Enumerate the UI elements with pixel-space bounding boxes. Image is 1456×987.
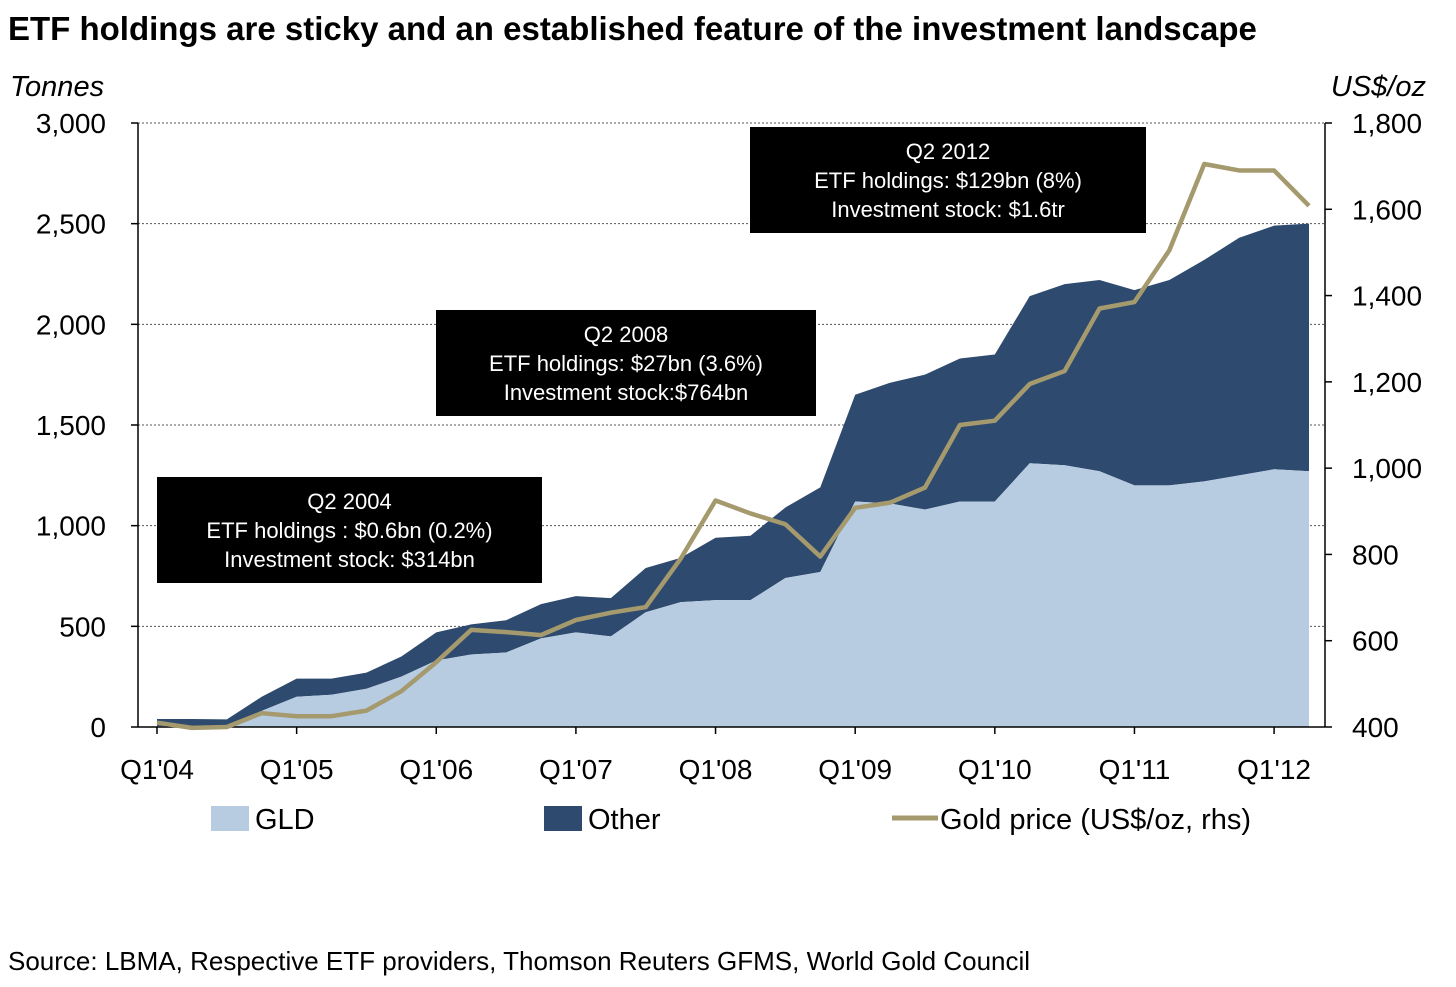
x-tick-label: Q1'07 [539, 754, 613, 785]
x-tick-label: Q1'06 [399, 754, 473, 785]
area-series [157, 223, 1309, 727]
legend: GLD Other Gold price (US$/oz, rhs) [211, 804, 1251, 836]
annotation-text: Investment stock: $1.6tr [831, 197, 1065, 222]
annotations: Q2 2004 ETF holdings : $0.6bn (0.2%) Inves… [157, 127, 1146, 583]
right-tick-label: 1,200 [1352, 367, 1422, 398]
left-axis-unit: Tonnes [10, 71, 104, 103]
area-gld [157, 463, 1309, 727]
right-tick-label: 1,000 [1352, 453, 1422, 484]
x-tick-label: Q1'04 [120, 754, 194, 785]
right-tick-label: 600 [1352, 626, 1399, 657]
left-tick-label: 0 [90, 712, 106, 743]
annotation-text: Investment stock: $314bn [224, 547, 475, 572]
legend-swatch-other [544, 806, 582, 831]
annotation-text: Q2 2008 [584, 322, 668, 347]
annotation-text: ETF holdings : $0.6bn (0.2%) [206, 518, 492, 543]
left-tick-label: 500 [59, 611, 106, 642]
legend-label-gold-price: Gold price (US$/oz, rhs) [940, 804, 1251, 836]
annotation-text: Q2 2012 [906, 139, 990, 164]
legend-label-other: Other [588, 804, 661, 836]
annotation-text: Investment stock:$764bn [504, 380, 749, 405]
left-tick-label: 1,500 [36, 410, 106, 441]
tick-labels: 0 500 1,000 1,500 2,000 2,500 3,000 400 600 800 1,… [36, 108, 1422, 785]
legend-swatch-gld [211, 806, 249, 831]
x-tick-label: Q1'08 [679, 754, 753, 785]
legend-label-gld: GLD [255, 804, 315, 836]
left-tick-label: 1,000 [36, 511, 106, 542]
x-tick-label: Q1'09 [818, 754, 892, 785]
gold-price-line [156, 161, 1311, 731]
annotation-box: Q2 2012 ETF holdings: $129bn (8%) Investme… [750, 127, 1146, 233]
left-tick-label: 2,000 [36, 309, 106, 340]
right-tick-label: 1,400 [1352, 281, 1422, 312]
right-axis-unit: US$/oz [1331, 71, 1427, 103]
left-tick-label: 3,000 [36, 108, 106, 139]
right-tick-label: 400 [1352, 712, 1399, 743]
right-tick-label: 1,800 [1352, 108, 1422, 139]
x-tick-label: Q1'05 [260, 754, 334, 785]
annotation-background [157, 477, 542, 583]
right-tick-label: 800 [1352, 539, 1399, 570]
x-tick-label: Q1'10 [958, 754, 1032, 785]
annotation-box: Q2 2008 ETF holdings: $27bn (3.6%) Investm… [436, 310, 816, 416]
annotation-background [436, 310, 816, 416]
annotation-box: Q2 2004 ETF holdings : $0.6bn (0.2%) Inves… [157, 477, 542, 583]
chart-title: ETF holdings are sticky and an establish… [8, 10, 1257, 47]
area-other [157, 223, 1309, 726]
annotation-text: Q2 2004 [307, 489, 391, 514]
annotation-background [750, 127, 1146, 233]
left-tick-label: 2,500 [36, 209, 106, 240]
x-tick-label: Q1'12 [1237, 754, 1311, 785]
annotation-text: ETF holdings: $129bn (8%) [814, 168, 1082, 193]
x-tick-label: Q1'11 [1099, 754, 1171, 785]
gold-price-series [156, 161, 1311, 731]
annotation-text: ETF holdings: $27bn (3.6%) [489, 351, 763, 376]
right-tick-label: 1,600 [1352, 194, 1422, 225]
source-note: Source: LBMA, Respective ETF providers, … [8, 946, 1030, 976]
